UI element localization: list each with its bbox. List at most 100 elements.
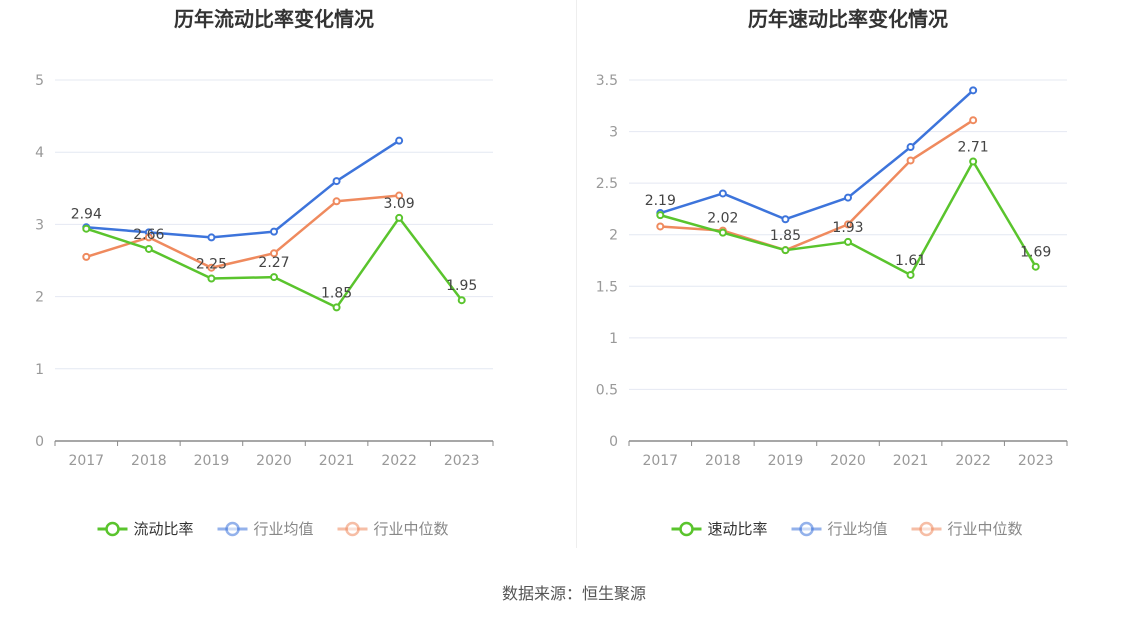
data-label: 2.66 bbox=[133, 227, 164, 243]
data-point bbox=[906, 143, 915, 152]
legend-item: 流动比率 bbox=[97, 520, 194, 538]
data-point bbox=[718, 228, 727, 237]
data-point bbox=[656, 222, 665, 231]
x-tick-label: 2021 bbox=[893, 453, 929, 469]
data-point bbox=[207, 233, 216, 242]
data-point bbox=[969, 116, 978, 125]
data-point bbox=[906, 270, 915, 279]
legend-item: 行业中位数 bbox=[911, 520, 1023, 538]
data-label: 2.71 bbox=[958, 139, 989, 155]
y-tick-label: 3.5 bbox=[596, 73, 618, 89]
x-tick-label: 2019 bbox=[768, 453, 804, 469]
data-label: 1.93 bbox=[832, 220, 863, 236]
x-tick-label: 2019 bbox=[194, 453, 230, 469]
data-point bbox=[270, 227, 278, 236]
x-tick-label: 2023 bbox=[444, 453, 480, 469]
y-tick-label: 1.5 bbox=[596, 279, 618, 295]
x-tick-label: 2023 bbox=[1018, 453, 1054, 469]
data-point bbox=[844, 193, 852, 202]
series-line-industry-median bbox=[660, 119, 974, 252]
legend-label: 行业中位数 bbox=[374, 520, 449, 538]
y-tick-label: 0 bbox=[609, 434, 618, 450]
legend-marker-icon bbox=[799, 521, 814, 537]
y-tick-label: 1 bbox=[609, 331, 618, 347]
y-tick-label: 1 bbox=[35, 362, 44, 378]
series-line-industry-avg bbox=[659, 89, 974, 221]
y-tick-label: 2 bbox=[609, 228, 618, 244]
data-point bbox=[969, 157, 978, 166]
legend-item: 行业均值 bbox=[217, 520, 314, 538]
data-point bbox=[82, 224, 91, 233]
y-tick-label: 0 bbox=[35, 434, 44, 450]
legend-marker-icon bbox=[919, 521, 934, 537]
data-source-text: 数据来源：恒生聚源 bbox=[501, 584, 646, 603]
x-tick-label: 2022 bbox=[381, 453, 417, 469]
data-point bbox=[395, 136, 404, 145]
data-point bbox=[457, 296, 466, 305]
legend-label: 行业均值 bbox=[828, 520, 888, 538]
legend-marker-icon bbox=[345, 521, 360, 537]
data-point bbox=[844, 220, 852, 229]
data-label: 2.27 bbox=[258, 255, 289, 271]
legend-item: 行业均值 bbox=[791, 520, 888, 538]
x-tick-label: 2022 bbox=[955, 453, 991, 469]
quick-ratio-svg: 历年速动比率变化情况 0 0.5 1 1.5 2 2.5 3 3.5 2017 2018 2019 20… bbox=[596, 7, 1068, 538]
x-tick-label: 2020 bbox=[256, 453, 292, 469]
data-point bbox=[844, 237, 852, 246]
series-line-industry-avg bbox=[86, 139, 400, 239]
x-tick-label: 2020 bbox=[830, 453, 866, 469]
data-label: 1.85 bbox=[321, 285, 352, 301]
data-point bbox=[207, 274, 216, 283]
x-tick-label: 2021 bbox=[319, 453, 355, 469]
y-tick-label: 4 bbox=[35, 145, 44, 161]
legend-label: 行业中位数 bbox=[948, 520, 1023, 538]
data-point bbox=[82, 252, 91, 261]
current-ratio-chart: 历年流动比率变化情况 0 1 2 3 4 5 2017 2018 2019 2020 2021 2022… bbox=[0, 0, 574, 560]
chart-title: 历年流动比率变化情况 bbox=[174, 7, 374, 31]
y-tick-label: 5 bbox=[35, 73, 44, 89]
legend-label: 行业均值 bbox=[254, 520, 314, 538]
y-tick-label: 2 bbox=[35, 290, 44, 306]
y-tick-label: 3 bbox=[35, 217, 44, 233]
data-point bbox=[395, 191, 404, 200]
chart-divider bbox=[576, 0, 577, 548]
series-line-industry-median bbox=[85, 194, 400, 269]
x-tick-label: 2017 bbox=[642, 453, 678, 469]
data-point bbox=[270, 249, 278, 258]
data-label: 1.95 bbox=[446, 278, 477, 294]
x-tick-label: 2018 bbox=[131, 453, 167, 469]
data-point bbox=[332, 303, 341, 312]
data-point bbox=[144, 244, 153, 253]
y-tick-label: 0.5 bbox=[596, 382, 618, 398]
data-point bbox=[207, 263, 216, 272]
data-point bbox=[718, 189, 727, 198]
data-label: 2.25 bbox=[196, 257, 227, 273]
legend-item: 行业中位数 bbox=[337, 520, 449, 538]
data-label: 1.85 bbox=[770, 228, 801, 244]
data-point bbox=[270, 273, 278, 282]
x-tick-label: 2017 bbox=[68, 453, 104, 469]
data-label: 1.69 bbox=[1020, 245, 1051, 261]
data-point bbox=[395, 213, 404, 222]
legend-item: 速动比率 bbox=[671, 520, 768, 538]
data-point bbox=[332, 197, 341, 206]
legend-label: 流动比率 bbox=[134, 520, 194, 538]
data-label: 2.02 bbox=[707, 211, 738, 227]
data-point bbox=[781, 246, 790, 255]
data-point bbox=[332, 177, 341, 186]
y-tick-label: 3 bbox=[609, 125, 618, 141]
data-point bbox=[1031, 262, 1040, 271]
current-ratio-svg: 历年流动比率变化情况 0 1 2 3 4 5 2017 2018 2019 2020 2021 2022… bbox=[35, 7, 494, 538]
legend-marker-icon bbox=[679, 521, 694, 537]
data-label: 2.19 bbox=[645, 193, 676, 209]
data-point bbox=[969, 86, 978, 95]
legend-marker-icon bbox=[105, 521, 120, 537]
data-label: 3.09 bbox=[384, 196, 415, 212]
data-label: 1.61 bbox=[895, 253, 926, 269]
chart-title: 历年速动比率变化情况 bbox=[748, 7, 948, 31]
legend-marker-icon bbox=[225, 521, 240, 537]
data-point bbox=[144, 233, 153, 242]
legend-label: 速动比率 bbox=[708, 520, 768, 538]
data-point bbox=[906, 156, 915, 165]
data-point bbox=[781, 215, 790, 224]
